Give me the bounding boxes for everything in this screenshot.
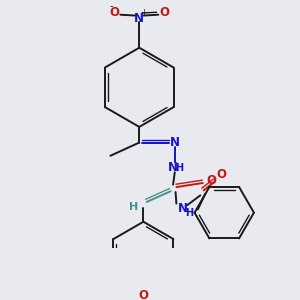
Text: N: N (170, 136, 180, 149)
Text: O: O (159, 6, 169, 19)
Text: O: O (217, 168, 227, 181)
Text: O: O (110, 6, 119, 19)
Text: O: O (138, 290, 148, 300)
Text: H: H (185, 208, 193, 218)
Text: N: N (134, 11, 144, 25)
Text: N: N (168, 161, 178, 174)
Text: +: + (140, 8, 147, 17)
Text: N: N (178, 202, 188, 215)
Text: O: O (206, 174, 216, 187)
Text: H: H (175, 163, 183, 173)
Text: -: - (110, 2, 113, 11)
Text: H: H (129, 202, 138, 212)
